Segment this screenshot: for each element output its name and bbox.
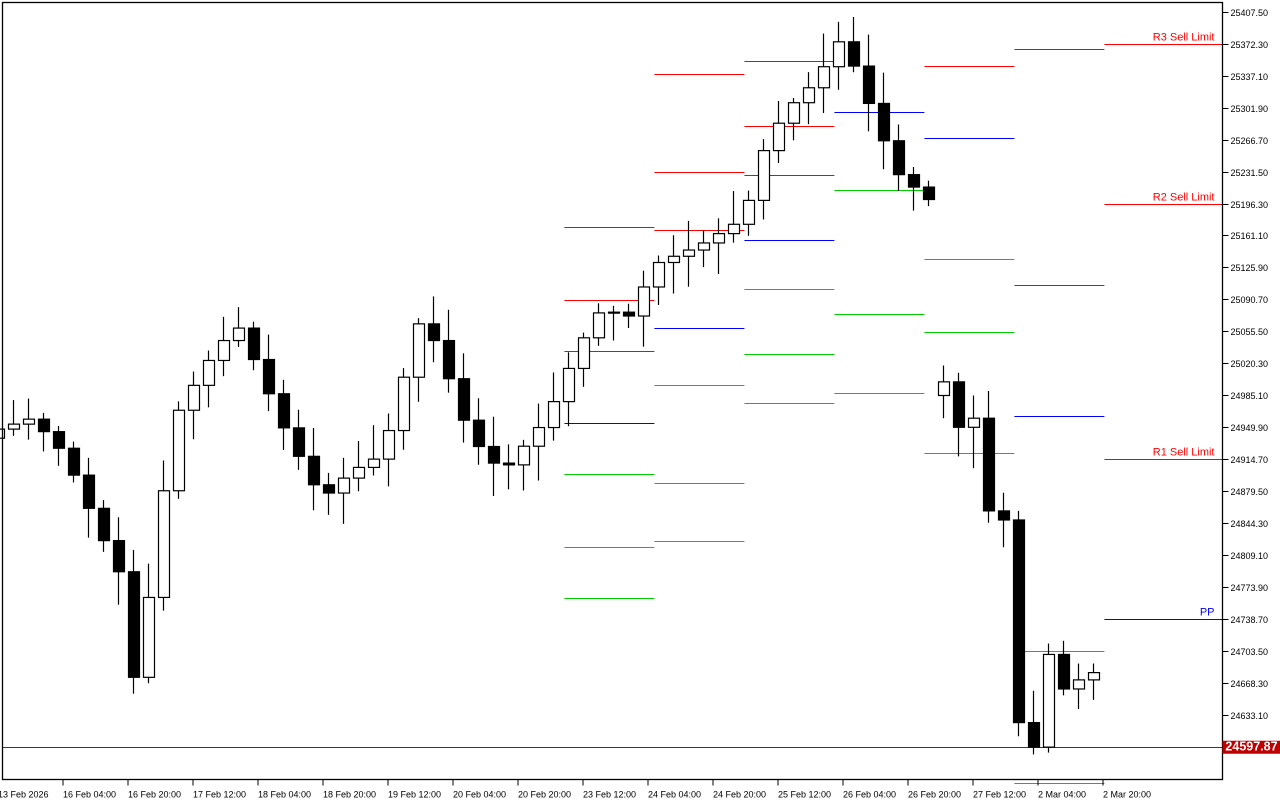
svg-text:24879.50: 24879.50	[1231, 487, 1269, 497]
svg-text:25020.30: 25020.30	[1231, 359, 1269, 369]
svg-text:25231.50: 25231.50	[1231, 168, 1269, 178]
svg-text:2 Mar 04:00: 2 Mar 04:00	[1038, 790, 1086, 800]
svg-text:24 Feb 20:00: 24 Feb 20:00	[713, 790, 766, 800]
svg-text:25196.30: 25196.30	[1231, 200, 1269, 210]
svg-text:24633.10: 24633.10	[1231, 711, 1269, 721]
svg-text:25161.10: 25161.10	[1231, 231, 1269, 241]
svg-text:24703.50: 24703.50	[1231, 647, 1269, 657]
svg-text:25055.50: 25055.50	[1231, 327, 1269, 337]
svg-text:24985.10: 24985.10	[1231, 391, 1269, 401]
svg-text:25 Feb 12:00: 25 Feb 12:00	[778, 790, 831, 800]
svg-text:24738.70: 24738.70	[1231, 615, 1269, 625]
svg-text:20 Feb 04:00: 20 Feb 04:00	[453, 790, 506, 800]
svg-text:24773.90: 24773.90	[1231, 583, 1269, 593]
svg-text:25372.30: 25372.30	[1231, 40, 1269, 50]
svg-text:24844.30: 24844.30	[1231, 519, 1269, 529]
svg-text:23 Feb 12:00: 23 Feb 12:00	[583, 790, 636, 800]
svg-text:25125.90: 25125.90	[1231, 263, 1269, 273]
svg-text:19 Feb 12:00: 19 Feb 12:00	[388, 790, 441, 800]
svg-text:25337.10: 25337.10	[1231, 72, 1269, 82]
svg-text:24 Feb 04:00: 24 Feb 04:00	[648, 790, 701, 800]
svg-text:16 Feb 20:00: 16 Feb 20:00	[128, 790, 181, 800]
svg-text:24597.87: 24597.87	[1225, 740, 1277, 754]
svg-text:17 Feb 12:00: 17 Feb 12:00	[193, 790, 246, 800]
svg-text:24668.30: 24668.30	[1231, 679, 1269, 689]
svg-text:18 Feb 20:00: 18 Feb 20:00	[323, 790, 376, 800]
svg-text:26 Feb 20:00: 26 Feb 20:00	[908, 790, 961, 800]
svg-text:24914.70: 24914.70	[1231, 455, 1269, 465]
svg-text:26 Feb 04:00: 26 Feb 04:00	[843, 790, 896, 800]
svg-text:R1 Sell Limit: R1 Sell Limit	[1153, 447, 1215, 459]
svg-text:R3 Sell Limit: R3 Sell Limit	[1153, 32, 1215, 44]
svg-text:18 Feb 04:00: 18 Feb 04:00	[258, 790, 311, 800]
svg-text:24949.90: 24949.90	[1231, 423, 1269, 433]
svg-text:PP: PP	[1200, 607, 1215, 619]
svg-text:R2 Sell Limit: R2 Sell Limit	[1153, 192, 1215, 204]
svg-text:20 Feb 20:00: 20 Feb 20:00	[518, 790, 571, 800]
svg-text:16 Feb 04:00: 16 Feb 04:00	[63, 790, 116, 800]
svg-text:25301.90: 25301.90	[1231, 104, 1269, 114]
svg-text:25407.50: 25407.50	[1231, 8, 1269, 18]
svg-text:25266.70: 25266.70	[1231, 136, 1269, 146]
svg-text:13 Feb 2026: 13 Feb 2026	[0, 790, 49, 800]
svg-text:25090.70: 25090.70	[1231, 295, 1269, 305]
svg-text:27 Feb 12:00: 27 Feb 12:00	[973, 790, 1026, 800]
svg-text:24809.10: 24809.10	[1231, 551, 1269, 561]
svg-text:2 Mar 20:00: 2 Mar 20:00	[1103, 790, 1151, 800]
